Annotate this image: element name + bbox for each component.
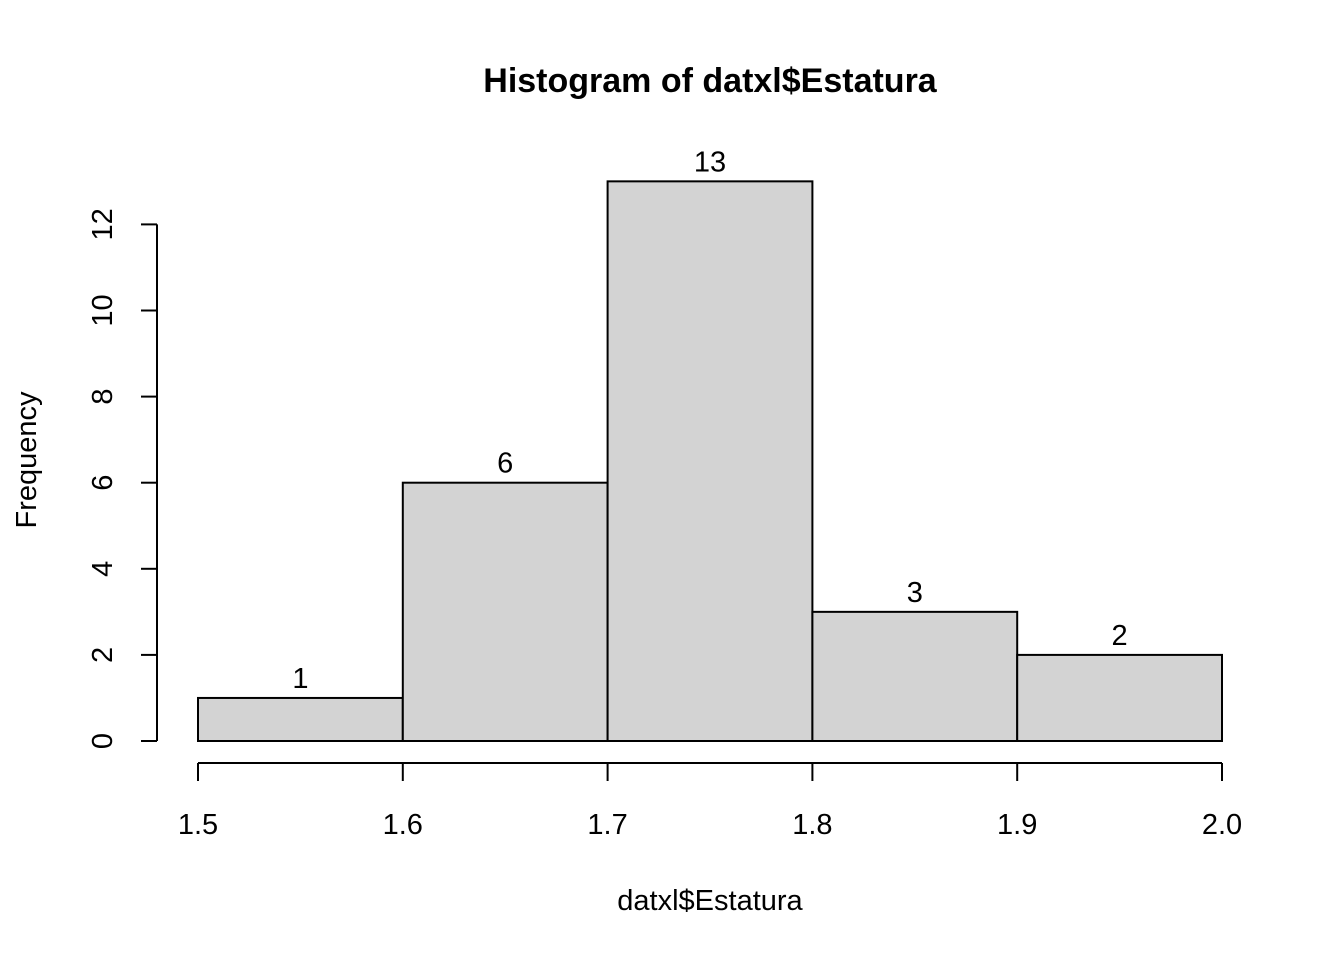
x-tick-label: 1.5 [178, 809, 218, 841]
histogram-bar [197, 696, 404, 743]
y-tick-label: 8 [87, 389, 119, 405]
histogram-bar [1016, 653, 1224, 743]
bar-count-label: 13 [694, 146, 726, 178]
x-tick-label: 1.6 [383, 809, 423, 841]
y-tick-label: 6 [87, 475, 119, 491]
y-tick-label: 12 [87, 208, 119, 240]
x-axis: 1.5 1.6 1.7 1.8 1.9 2.0 [178, 762, 1242, 841]
histogram-bar [606, 180, 814, 743]
y-tick-label: 10 [87, 294, 119, 326]
chart-title: Histogram of datxl$Estatura [483, 62, 938, 100]
histogram-bar [401, 481, 609, 742]
bar-count-label: 3 [907, 577, 923, 609]
y-tick-label: 0 [87, 733, 119, 749]
x-tick-label: 1.9 [997, 809, 1037, 841]
y-tick-label: 4 [87, 561, 119, 577]
x-tick-label: 1.7 [587, 809, 627, 841]
x-axis-label: datxl$Estatura [617, 885, 803, 917]
plot-area: 1 6 13 3 2 [197, 146, 1224, 743]
y-axis-label: Frequency [11, 391, 43, 529]
x-tick-label: 1.8 [792, 809, 832, 841]
y-axis: 0 2 4 6 8 10 12 [87, 208, 158, 749]
x-tick-label: 2.0 [1202, 809, 1242, 841]
bar-count-label: 1 [292, 663, 308, 695]
bar-count-label: 6 [497, 448, 513, 480]
bar-count-label: 2 [1112, 620, 1128, 652]
y-tick-label: 2 [87, 647, 119, 663]
histogram-bar [811, 610, 1019, 742]
